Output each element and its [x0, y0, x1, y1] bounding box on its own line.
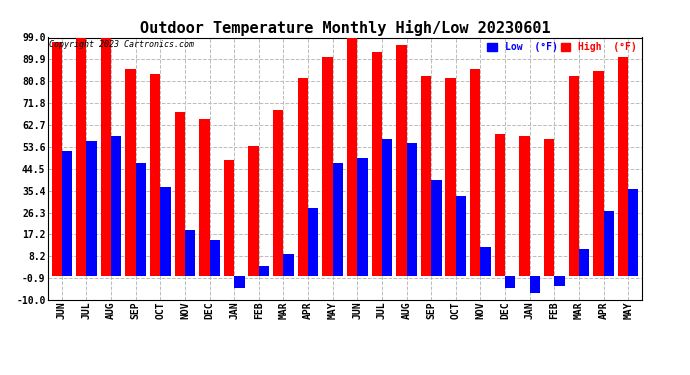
Bar [431, 180, 442, 276]
Bar [224, 160, 234, 276]
Bar [470, 69, 480, 276]
Bar [456, 196, 466, 276]
Bar [248, 146, 259, 276]
Bar [505, 276, 515, 288]
Bar [421, 76, 431, 276]
Bar [569, 76, 579, 276]
Bar [199, 119, 210, 276]
Bar [284, 254, 294, 276]
Bar [185, 230, 195, 276]
Bar [372, 52, 382, 276]
Legend: Low  (°F), High  (°F): Low (°F), High (°F) [487, 42, 637, 52]
Bar [396, 45, 406, 276]
Bar [136, 163, 146, 276]
Bar [495, 134, 505, 276]
Bar [520, 136, 530, 276]
Bar [604, 211, 614, 276]
Bar [446, 78, 456, 276]
Bar [579, 249, 589, 276]
Text: Copyright 2023 Cartronics.com: Copyright 2023 Cartronics.com [50, 40, 195, 49]
Bar [357, 158, 368, 276]
Bar [259, 266, 269, 276]
Bar [101, 38, 111, 276]
Bar [160, 187, 170, 276]
Bar [406, 144, 417, 276]
Bar [86, 141, 97, 276]
Bar [76, 38, 86, 276]
Bar [234, 276, 244, 288]
Title: Outdoor Temperature Monthly High/Low 20230601: Outdoor Temperature Monthly High/Low 202… [139, 20, 551, 36]
Bar [618, 57, 628, 276]
Bar [382, 139, 393, 276]
Bar [52, 42, 62, 276]
Bar [544, 139, 554, 276]
Bar [126, 69, 136, 276]
Bar [62, 151, 72, 276]
Bar [530, 276, 540, 293]
Bar [554, 276, 564, 285]
Bar [273, 110, 284, 276]
Bar [111, 136, 121, 276]
Bar [150, 74, 160, 276]
Bar [333, 163, 343, 276]
Bar [308, 209, 318, 276]
Bar [347, 35, 357, 276]
Bar [175, 112, 185, 276]
Bar [210, 240, 220, 276]
Bar [297, 78, 308, 276]
Bar [480, 247, 491, 276]
Bar [628, 189, 638, 276]
Bar [322, 57, 333, 276]
Bar [593, 71, 604, 276]
